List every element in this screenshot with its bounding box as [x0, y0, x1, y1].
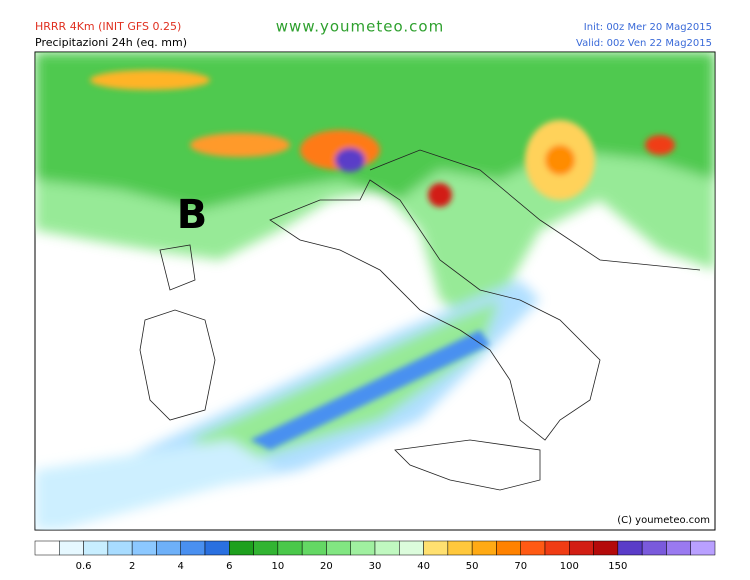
legend-swatch: [641, 540, 667, 556]
legend-swatch: [83, 540, 109, 556]
legend-label: 70: [514, 561, 527, 572]
legend-swatch: [204, 540, 230, 556]
legend-swatch: [59, 540, 84, 556]
legend-swatch: [593, 540, 619, 556]
legend-swatch: [34, 540, 60, 556]
coastlines: [139, 149, 701, 491]
legend-label: 150: [608, 561, 627, 572]
legend-label: 100: [560, 561, 579, 572]
field-label: Precipitazioni 24h (eq. mm): [35, 36, 187, 49]
legend-label: 30: [369, 561, 382, 572]
copyright: (C) youmeteo.com: [617, 515, 710, 526]
legend-swatch: [180, 540, 206, 556]
legend-label: 0.6: [76, 561, 92, 572]
legend-swatch: [229, 540, 254, 556]
legend-label: 2: [129, 561, 135, 572]
model-label: HRRR 4Km (INIT GFS 0.25): [35, 20, 181, 33]
init-time: Init: 00z Mer 20 Mag2015: [584, 22, 712, 33]
legend-swatch: [326, 540, 351, 556]
legend-label: 6: [226, 561, 232, 572]
legend-swatch: [131, 540, 157, 556]
legend-swatch: [301, 540, 327, 556]
legend-swatch: [447, 540, 473, 556]
legend-label: 50: [466, 561, 479, 572]
precipitation-field: [35, 52, 715, 530]
legend-swatch: [520, 540, 546, 556]
site-url: www.youmeteo.com: [276, 18, 444, 36]
legend-label: 4: [178, 561, 184, 572]
legend-swatch: [471, 540, 497, 556]
legend-swatch: [690, 540, 716, 556]
pressure-low-label: B: [177, 192, 208, 238]
legend-swatch: [617, 540, 643, 556]
legend-label: 20: [320, 561, 333, 572]
map-area: B (C) youmeteo.com: [34, 51, 716, 531]
legend-swatch: [544, 540, 570, 556]
color-legend: 0.6 2 4 6 10 20 30 40 50 70 100 150: [34, 540, 716, 572]
legend-swatch: [569, 540, 594, 556]
legend-label: 40: [417, 561, 430, 572]
legend-swatch: [423, 540, 449, 556]
legend-swatch: [374, 540, 400, 556]
legend-swatch: [156, 540, 181, 556]
valid-time: Valid: 00z Ven 22 Mag2015: [576, 38, 712, 49]
legend-swatch: [253, 540, 279, 556]
legend-swatch: [277, 540, 303, 556]
legend-swatch: [107, 540, 133, 556]
legend-swatch: [666, 540, 691, 556]
legend-label: 10: [271, 561, 284, 572]
legend-swatch: [496, 540, 521, 556]
legend-swatch: [399, 540, 424, 556]
legend-swatch: [350, 540, 376, 556]
